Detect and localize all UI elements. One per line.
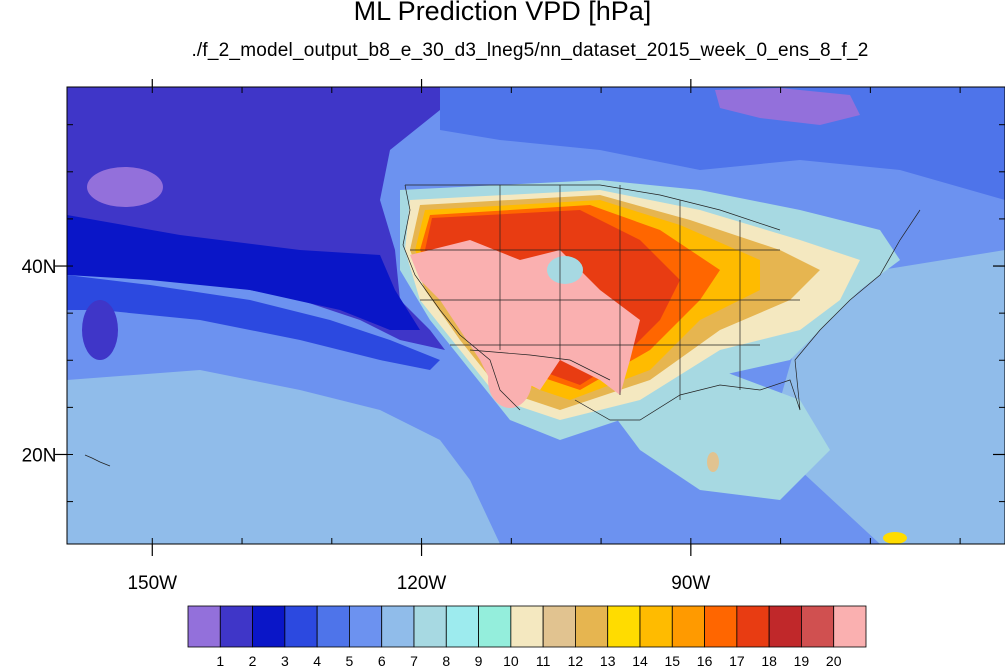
field-gulf-spot — [707, 452, 719, 472]
colorbar: 1 2 3 4 5 6 7 8 9 10 11 12 13 14 15 16 17 18 19 20 — [187, 605, 867, 669]
colorbar-swatch — [478, 605, 512, 648]
field-dip — [82, 300, 118, 360]
colorbar-label: 17 — [729, 653, 745, 669]
colorbar-label: 7 — [410, 653, 418, 669]
colorbar-swatch — [413, 605, 447, 648]
colorbar-swatch — [349, 605, 383, 648]
colorbar-swatch — [768, 605, 802, 648]
map-title: ML Prediction VPD [hPa] — [353, 0, 652, 26]
field-pacific-purple — [87, 167, 163, 207]
west-coast-line — [402, 184, 521, 411]
colorbar-swatch — [510, 605, 544, 648]
colorbar-label: 16 — [697, 653, 713, 669]
colorbar-label: 1 — [216, 653, 224, 669]
field-pacific-core — [67, 215, 420, 330]
colorbar-label: 14 — [632, 653, 648, 669]
colorbar-swatch — [381, 605, 415, 648]
map-frame — [66, 86, 1005, 545]
colorbar-swatch — [736, 605, 770, 648]
vpd-field — [67, 87, 1005, 544]
x-tick-label: 120W — [397, 573, 447, 594]
colorbar-label: 13 — [600, 653, 616, 669]
field-south-pacific — [67, 370, 500, 544]
colorbar-swatch — [542, 605, 576, 648]
colorbar-label: 12 — [568, 653, 584, 669]
colorbar-swatch — [316, 605, 350, 648]
colorbar-swatch — [833, 605, 867, 648]
hawaii-outline — [84, 454, 111, 467]
state-lines — [410, 185, 800, 400]
colorbar-label: 18 — [761, 653, 777, 669]
colorbar-label: 10 — [503, 653, 519, 669]
field-north-band — [440, 87, 1005, 200]
colorbar-label: 5 — [346, 653, 354, 669]
colorbar-swatch — [575, 605, 609, 648]
colorbar-swatch — [671, 605, 705, 648]
mexico-border-line — [469, 349, 611, 381]
colorbar-swatch — [801, 605, 835, 648]
y-tick-label: 20N — [22, 445, 57, 466]
colorbar-label: 15 — [664, 653, 680, 669]
y-tick-label: 40N — [22, 257, 57, 278]
field-pacific-mid — [67, 275, 440, 370]
field-baja-spot — [488, 352, 532, 408]
colorbar-label: 4 — [313, 653, 321, 669]
field-hudson — [715, 88, 860, 125]
colorbar-label: 20 — [826, 653, 842, 669]
colorbar-swatch — [639, 605, 673, 648]
colorbar-label: 19 — [794, 653, 810, 669]
colorbar-swatch — [704, 605, 738, 648]
colorbar-swatch — [607, 605, 641, 648]
colorbar-label: 8 — [442, 653, 450, 669]
colorbar-swatch — [252, 605, 286, 648]
colorbar-label: 2 — [249, 653, 257, 669]
colorbar-swatch — [284, 605, 318, 648]
field-sw-desert — [410, 240, 640, 400]
colorbar-swatch — [187, 605, 221, 648]
colorbar-label: 9 — [475, 653, 483, 669]
field-carib-spot — [883, 532, 907, 544]
axis-ticks: 150W 120W 90W 40N 20N — [22, 79, 1005, 594]
x-tick-label: 150W — [127, 573, 177, 594]
x-tick-label: 90W — [671, 573, 710, 594]
field-great-basin — [547, 256, 583, 284]
colorbar-label: 3 — [281, 653, 289, 669]
colorbar-label: 11 — [536, 653, 551, 669]
field-atlantic — [780, 250, 1005, 544]
geographic-boundaries — [84, 184, 921, 467]
colorbar-label: 6 — [378, 653, 386, 669]
gulf-coast-line — [574, 209, 921, 421]
colorbar-swatch — [219, 605, 253, 648]
canada-border-line — [405, 184, 781, 231]
colorbar-swatch — [445, 605, 479, 648]
map-subtitle: ./f_2_model_output_b8_e_30_d3_lneg5/nn_d… — [191, 40, 869, 61]
